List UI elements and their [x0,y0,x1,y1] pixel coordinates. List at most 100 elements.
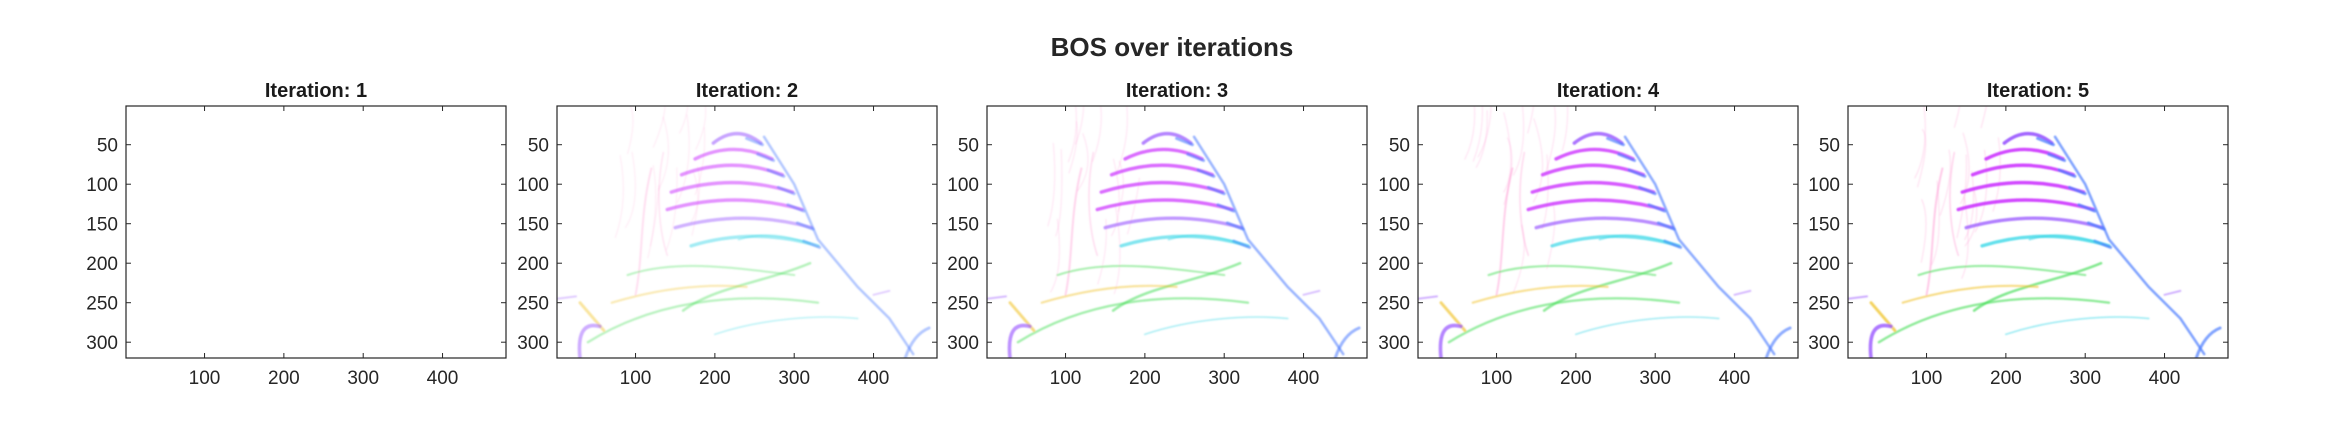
y-tick-label: 200 [1378,254,1410,275]
faint-streak [1067,106,1078,163]
y-tick-label: 150 [1378,215,1410,236]
y-tick-label: 50 [958,136,979,157]
faint-streak [1939,149,1952,216]
corner-hook [1333,326,1361,358]
faint-streak [678,106,689,134]
image-area [1418,106,1798,358]
image-area [557,106,937,358]
faint-streak [1980,106,1988,129]
edge-stripe [776,185,796,196]
left-ridge [1949,151,1960,257]
y-tick-label: 200 [86,254,118,275]
faint-streak [690,171,699,224]
faint-streak [1561,106,1569,152]
x-tick-label: 200 [268,368,300,389]
image-area [987,106,1367,358]
subplot-title: Iteration: 5 [1987,80,2089,102]
left-edge-mark [1418,295,1439,300]
x-tick-label: 300 [347,368,379,389]
y-tick-label: 50 [1819,136,1840,157]
image-area [126,106,506,358]
faint-streak [1055,148,1063,237]
y-tick-label: 250 [86,294,118,315]
corner-hook [577,323,602,358]
faint-streak [1527,106,1535,134]
x-tick-label: 300 [2069,368,2101,389]
edge-stripe [1637,185,1657,196]
arc-stripe [1572,131,1624,145]
corner-hook [2194,326,2222,358]
left-edge-mark [557,295,578,300]
edge-stripe [756,152,776,163]
edge-stripe [1186,152,1206,163]
x-tick-label: 200 [1129,368,1161,389]
edge-stripe [2067,185,2087,196]
subplot-5: Iteration: 5 100 200 300 400 50 100 150 200 250 30… [1808,80,2229,389]
edge-stripe [1606,136,1625,147]
axes-box [1847,105,2229,359]
left-ridge [1064,167,1083,296]
y-tick-label: 200 [517,254,549,275]
lower-band [1143,316,1289,336]
faint-streak [695,106,707,150]
left-ridge [1519,151,1530,257]
faint-streak [1477,106,1492,158]
right-boundary [1623,135,1776,356]
y-tick-label: 300 [86,333,118,354]
y-tick-label: 250 [1808,294,1840,315]
lower-band [1598,234,1673,245]
x-tick-label: 200 [1990,368,2022,389]
left-ridge [1088,151,1099,257]
faint-streak [627,106,634,155]
faint-streak [1914,106,1926,179]
left-edge-mark [1848,295,1869,300]
y-tick-label: 100 [947,175,979,196]
subplot-title: Iteration: 3 [1126,80,1228,102]
left-ridge [658,151,669,257]
right-edge-mark [1733,289,1752,296]
faint-streak [665,167,678,251]
edge-stripe [1627,168,1647,178]
edge-stripe [2086,221,2106,231]
y-tick-label: 150 [86,215,118,236]
y-tick-label: 50 [97,136,118,157]
faint-streak [1546,203,1556,270]
subplot-3: Iteration: 3 100 200 300 400 50 100 150 200 250 30… [947,80,1368,389]
y-tick-label: 200 [947,254,979,275]
bos-pattern [1848,106,2222,358]
edge-stripe [1175,136,1194,147]
corner-hook [1764,326,1792,358]
faint-streak [1503,112,1512,193]
left-ridge [1495,167,1514,296]
y-tick-label: 300 [1378,333,1410,354]
faint-streak [1092,106,1102,163]
y-tick-label: 150 [1808,215,1840,236]
lower-band [1040,284,1178,304]
x-tick-label: 400 [427,368,459,389]
faint-streak [657,116,669,191]
y-tick-label: 300 [947,333,979,354]
subplot-4: Iteration: 4 100 200 300 400 50 100 150 200 250 30… [1378,80,1799,389]
x-tick-label: 100 [1481,368,1513,389]
subplot-title: Iteration: 2 [696,80,798,102]
faint-streak [1964,188,1978,247]
y-tick-label: 50 [1389,136,1410,157]
x-tick-label: 100 [1911,368,1943,389]
faint-streak [1076,133,1089,192]
faint-streak [1964,170,1975,241]
faint-streak [1920,198,1927,263]
faint-streak [614,155,624,239]
axes-box [556,105,938,359]
lower-band [1487,264,1657,277]
subplot-title: Iteration: 4 [1557,80,1660,102]
x-tick-label: 400 [2149,368,2181,389]
edge-stripe [1196,168,1216,178]
y-tick-label: 100 [1808,175,1840,196]
faint-streak [1512,106,1525,176]
x-tick-label: 300 [1208,368,1240,389]
image-area [1848,106,2228,358]
faint-streak [1992,137,2001,212]
edge-stripe [795,221,815,231]
